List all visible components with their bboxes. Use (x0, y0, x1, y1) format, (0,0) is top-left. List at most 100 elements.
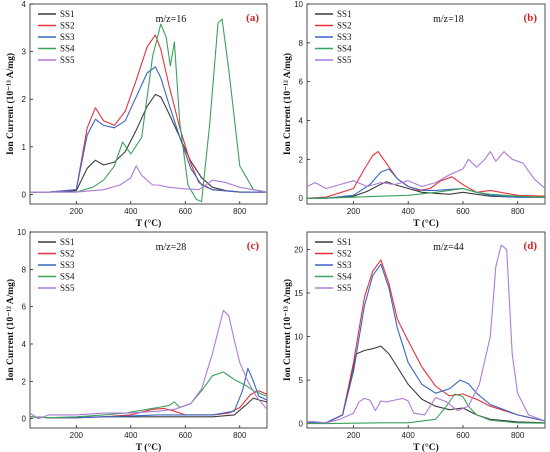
x-tick-label: 200 (347, 207, 361, 216)
y-tick-label: 0 (22, 415, 27, 424)
plot-frame (29, 3, 268, 205)
series-line-ss4 (30, 371, 267, 419)
plot-frame (306, 231, 546, 429)
plot-frame (29, 231, 268, 429)
x-axis-label: T (°C) (136, 442, 162, 452)
x-tick-label: 200 (347, 431, 361, 440)
series-line-ss2 (307, 151, 545, 199)
legend-label-ss2: SS2 (337, 249, 352, 259)
x-tick-label: 400 (124, 431, 138, 440)
y-tick-label: 4 (22, 340, 27, 349)
y-axis-label: Ion Current (10⁻¹³ A/mg) (5, 53, 16, 155)
legend-label-ss5: SS5 (337, 283, 352, 293)
x-tick-label: 200 (70, 207, 84, 216)
series-line-ss4 (307, 187, 545, 199)
legend-label-ss3: SS3 (60, 32, 75, 42)
y-tick-label: 10 (294, 0, 303, 9)
y-axis-label: Ion Current (10⁻¹² A/mg) (282, 53, 293, 155)
x-tick-label: 400 (402, 207, 416, 216)
y-tick-label: 10 (294, 333, 303, 342)
series-line-ss3 (307, 263, 545, 424)
y-tick-label: 2 (22, 95, 27, 104)
legend-label-ss3: SS3 (337, 260, 352, 270)
x-tick-label: 200 (70, 431, 84, 440)
y-axis-label: Ion Current (10⁻¹³ A/mg) (282, 279, 293, 381)
panel-letter: (d) (524, 240, 538, 252)
y-tick-label: 8 (299, 39, 304, 48)
legend-label-ss1: SS1 (60, 9, 75, 19)
y-tick-label: 5 (299, 376, 304, 385)
y-tick-label: 4 (22, 0, 27, 9)
chart-panel-2: 200 400 600 800 0 2 4 6 8 10 T (°C) Ion Current (10… (282, 0, 546, 229)
legend-label-ss5: SS5 (337, 55, 352, 65)
y-tick-label: 6 (299, 78, 304, 87)
legend-label-ss1: SS1 (337, 9, 352, 19)
x-tick-label: 600 (456, 207, 470, 216)
legend-label-ss3: SS3 (60, 260, 75, 270)
x-tick-label: 600 (179, 207, 193, 216)
series-line-ss4 (307, 393, 545, 425)
chart-panel-1: 200 400 600 800 0 1 2 3 4 T (°C) Ion Current (10⁻¹… (5, 0, 268, 229)
y-tick-label: 10 (17, 228, 26, 237)
series-line-ss1 (307, 181, 545, 199)
legend-label-ss5: SS5 (60, 283, 75, 293)
series-line-ss5 (30, 165, 267, 193)
legend-label-ss4: SS4 (60, 272, 75, 282)
series-line-ss5 (307, 151, 545, 190)
mz-annotation: m/z=16 (156, 14, 187, 25)
x-tick-label: 600 (456, 431, 470, 440)
mz-annotation: m/z=28 (156, 242, 187, 253)
series-line-ss3 (30, 367, 267, 419)
y-tick-label: 1 (22, 143, 27, 152)
y-tick-label: 4 (299, 117, 304, 126)
legend-label-ss4: SS4 (337, 272, 352, 282)
x-tick-label: 800 (233, 207, 247, 216)
panel-letter: (b) (524, 12, 538, 24)
y-tick-label: 15 (294, 289, 303, 298)
x-tick-label: 800 (511, 207, 525, 216)
legend-label-ss4: SS4 (337, 44, 352, 54)
y-tick-label: 8 (22, 265, 27, 274)
series-line-ss5 (307, 244, 545, 424)
x-tick-label: 800 (233, 431, 247, 440)
legend-label-ss5: SS5 (60, 55, 75, 65)
series-line-ss1 (30, 93, 267, 193)
legend-label-ss2: SS2 (60, 21, 75, 31)
legend-label-ss1: SS1 (337, 237, 352, 247)
chart-panel-4: 200 400 600 800 0 5 10 15 20 T (°C) Ion Current (1… (282, 231, 546, 452)
y-tick-label: 0 (22, 190, 27, 199)
x-axis-label: T (°C) (413, 218, 439, 229)
series-line-ss2 (30, 390, 267, 419)
y-axis-label: Ion Current (10⁻¹² A/mg) (5, 279, 16, 381)
legend-label-ss1: SS1 (60, 237, 75, 247)
y-tick-label: 20 (294, 245, 303, 254)
series-line-ss4 (30, 18, 267, 203)
y-tick-label: 2 (22, 377, 27, 386)
plot-frame (306, 3, 546, 205)
panel-letter: (c) (247, 240, 260, 252)
chart-panel-3: 200 400 600 800 0 2 4 6 8 10 T (°C) Ion Current (10… (5, 228, 268, 452)
x-tick-label: 400 (402, 431, 416, 440)
mz-annotation: m/z=44 (433, 242, 464, 253)
legend-label-ss2: SS2 (60, 249, 75, 259)
mz-annotation: m/z=18 (433, 14, 464, 25)
series-line-ss2 (307, 259, 545, 424)
x-tick-label: 800 (511, 431, 525, 440)
y-tick-label: 6 (22, 303, 27, 312)
legend-label-ss3: SS3 (337, 32, 352, 42)
legend-label-ss2: SS2 (337, 21, 352, 31)
y-tick-label: 0 (299, 194, 304, 203)
legend-label-ss4: SS4 (60, 44, 75, 54)
x-tick-label: 400 (124, 207, 138, 216)
series-line-ss5 (30, 309, 267, 420)
panel-letter: (a) (246, 12, 259, 24)
x-tick-label: 600 (179, 431, 193, 440)
series-line-ss2 (30, 34, 267, 193)
y-tick-label: 3 (22, 48, 27, 57)
y-tick-label: 0 (299, 420, 304, 429)
series-line-ss3 (30, 66, 267, 193)
y-tick-label: 2 (299, 155, 304, 164)
x-axis-label: T (°C) (413, 442, 439, 452)
x-axis-label: T (°C) (136, 218, 162, 229)
